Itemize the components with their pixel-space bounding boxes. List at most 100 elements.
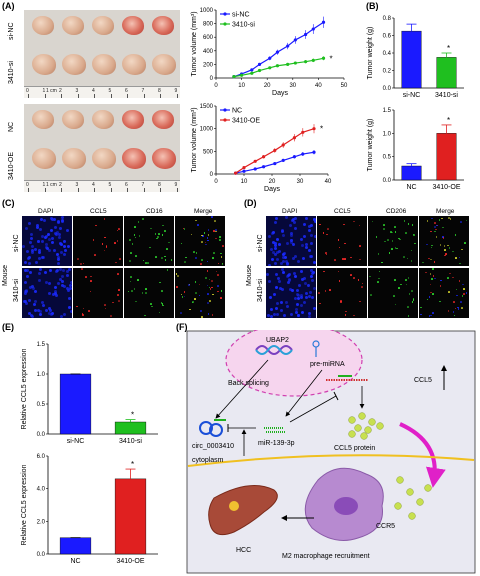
cell-dot bbox=[23, 300, 27, 304]
data-point bbox=[321, 56, 326, 60]
y-tick-label: 0.6 bbox=[383, 34, 392, 40]
cell-dot bbox=[203, 232, 206, 235]
cell-dot bbox=[77, 257, 79, 260]
legend-marker bbox=[223, 108, 227, 112]
legend-label: 3410-OE bbox=[232, 118, 260, 125]
cell-dot bbox=[207, 229, 210, 231]
ruler-number: 7 bbox=[141, 182, 145, 188]
cell-dot bbox=[60, 251, 64, 255]
cell-dot bbox=[449, 272, 452, 275]
cell-dot bbox=[313, 234, 316, 238]
cell-dot bbox=[434, 228, 437, 231]
cell-dot bbox=[151, 305, 153, 308]
y-tick-label: 0.8 bbox=[383, 16, 392, 22]
cell-dot bbox=[448, 291, 450, 293]
cell-dot bbox=[63, 244, 67, 248]
cell-dot bbox=[412, 299, 415, 301]
cell-dot bbox=[215, 237, 218, 240]
cell-dot bbox=[428, 315, 431, 317]
cell-dot bbox=[457, 307, 460, 310]
protein-dot bbox=[406, 488, 414, 496]
cell-dot bbox=[33, 289, 37, 293]
cell-dot bbox=[104, 236, 106, 239]
cell-dot bbox=[28, 271, 32, 275]
dapi-image bbox=[22, 268, 72, 318]
bar bbox=[401, 165, 422, 181]
ccl5-protein-icon bbox=[348, 412, 384, 440]
cell-dot bbox=[183, 291, 186, 293]
y-tick-label: 1500 bbox=[200, 104, 214, 110]
cell-dot bbox=[435, 236, 438, 238]
c-header-merge: Merge bbox=[194, 208, 213, 215]
cell-dot bbox=[48, 249, 52, 253]
dapi-image bbox=[266, 268, 316, 318]
cell-dot bbox=[443, 245, 446, 247]
cell-dot bbox=[453, 314, 456, 317]
cell-dot bbox=[181, 296, 184, 298]
cell-dot bbox=[281, 287, 285, 291]
ruler-number: 6 bbox=[125, 88, 128, 94]
data-point bbox=[275, 50, 280, 54]
cell-dot bbox=[115, 261, 118, 264]
cell-dot bbox=[157, 233, 160, 235]
cell-dot bbox=[278, 249, 282, 253]
cell-dot bbox=[350, 273, 352, 276]
significance-mark: * bbox=[131, 460, 134, 469]
cell-dot bbox=[23, 280, 27, 284]
cell-dot bbox=[268, 280, 272, 284]
y-axis-label: Tumor volume (mm³) bbox=[191, 107, 198, 172]
cell-dot bbox=[295, 303, 299, 307]
ruler-number: 2 bbox=[59, 182, 62, 188]
cell-dot bbox=[463, 287, 465, 290]
cell-dot bbox=[192, 301, 194, 303]
cell-dot bbox=[59, 268, 63, 272]
marker-image bbox=[368, 216, 418, 266]
ruler-unit: 1 cm bbox=[46, 182, 57, 188]
cell-dot bbox=[161, 234, 164, 237]
cell-dot bbox=[286, 241, 290, 245]
cell-dot bbox=[168, 241, 170, 244]
cell-dot bbox=[50, 228, 54, 232]
cell-dot bbox=[161, 303, 164, 305]
y-tick-label: 1.0 bbox=[383, 131, 392, 137]
data-point bbox=[292, 136, 296, 140]
cell-dot bbox=[61, 283, 65, 287]
y-tick-label: 1.5 bbox=[383, 108, 392, 114]
cell-dot bbox=[430, 230, 432, 233]
cell-dot bbox=[60, 314, 64, 318]
cell-dot bbox=[338, 280, 341, 282]
cell-dot bbox=[130, 276, 132, 279]
ruler-tick bbox=[143, 188, 145, 192]
cell-dot bbox=[359, 258, 361, 261]
cell-dot bbox=[63, 249, 67, 253]
cell-dot bbox=[461, 307, 463, 310]
cell-dot bbox=[50, 218, 54, 222]
cell-dot bbox=[136, 279, 139, 281]
cell-dot bbox=[277, 277, 281, 281]
cell-dot bbox=[159, 281, 161, 284]
cell-dot bbox=[278, 242, 282, 246]
cell-dot bbox=[184, 261, 186, 263]
ruler-number: 8 bbox=[158, 182, 161, 188]
ruler-number: 5 bbox=[108, 182, 112, 188]
cell-dot bbox=[303, 281, 307, 285]
cell-dot bbox=[425, 271, 427, 274]
data-point bbox=[253, 167, 257, 171]
significance-mark: * bbox=[330, 54, 333, 63]
cell-dot bbox=[118, 288, 120, 291]
cell-dot bbox=[431, 268, 434, 270]
cell-dot bbox=[195, 257, 197, 259]
photo-label-3410-oe: 3410-OE bbox=[8, 151, 15, 180]
cell-dot bbox=[80, 263, 82, 265]
cell-dot bbox=[69, 287, 72, 291]
tumor-photo-bottom: 0 1 2 3 4 5 6 7 8 9 1 cm bbox=[24, 104, 180, 192]
ruler-tick bbox=[94, 94, 95, 98]
cell-dot bbox=[212, 257, 215, 259]
cell-dot bbox=[67, 289, 71, 293]
data-point bbox=[234, 171, 238, 175]
ruler-tick bbox=[28, 94, 29, 98]
cell-dot bbox=[27, 261, 31, 265]
protein-dot bbox=[424, 484, 432, 492]
cell-dot bbox=[144, 314, 146, 317]
x-tick-label: 10 bbox=[241, 179, 248, 185]
